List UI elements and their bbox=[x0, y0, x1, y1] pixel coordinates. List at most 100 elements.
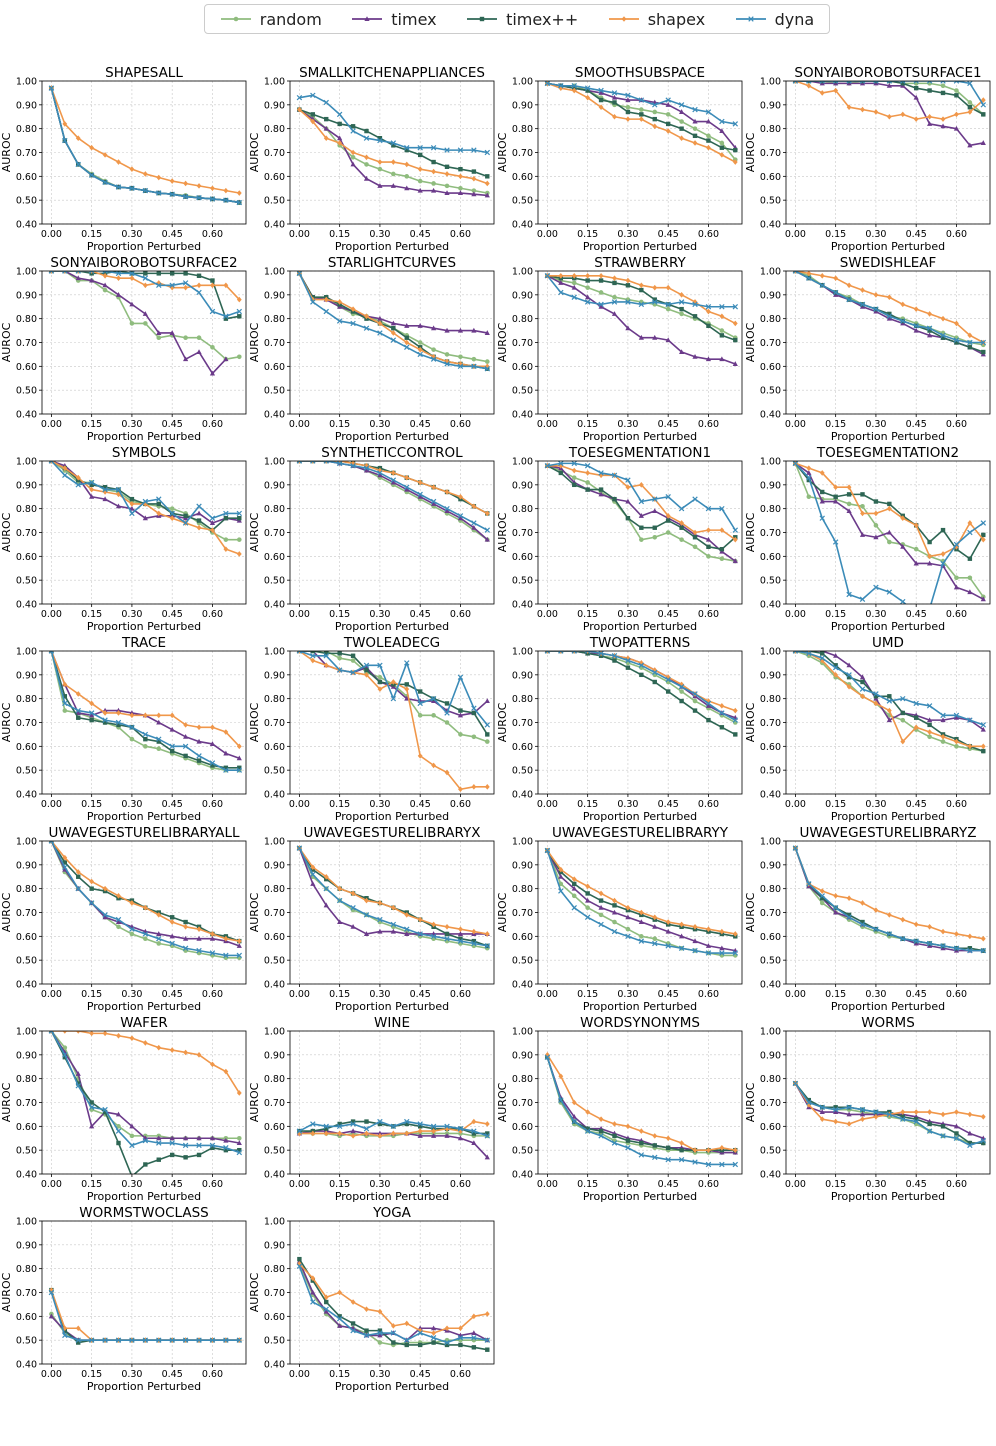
point-dyna bbox=[62, 137, 68, 144]
point-timex bbox=[102, 914, 108, 920]
panel-title: WORMSTWOCLASS bbox=[79, 1205, 208, 1221]
point-shapex bbox=[390, 159, 396, 165]
point-dyna bbox=[732, 1161, 739, 1168]
point-shapex bbox=[732, 320, 738, 327]
point-timex bbox=[913, 94, 919, 100]
point-dyna bbox=[873, 584, 879, 591]
point-dyna bbox=[980, 722, 987, 728]
point-dyna bbox=[310, 871, 316, 878]
point-shapex bbox=[169, 712, 175, 719]
panel-title: TOESEGMENTATION2 bbox=[816, 445, 959, 461]
point-timex++ bbox=[585, 1126, 590, 1131]
point-dyna bbox=[792, 81, 799, 84]
point-dyna bbox=[792, 1080, 799, 1087]
series-line-dyna bbox=[794, 462, 984, 604]
point-dyna bbox=[953, 945, 960, 951]
xtick-label: 0.15 bbox=[81, 229, 102, 240]
point-dyna bbox=[638, 97, 645, 103]
point-timex bbox=[732, 558, 738, 564]
point-dyna bbox=[967, 1142, 973, 1149]
point-timex++ bbox=[820, 651, 825, 656]
point-timex bbox=[980, 140, 986, 145]
xtick-label: 0.60 bbox=[946, 799, 967, 810]
point-timex bbox=[953, 1123, 960, 1129]
point-dyna bbox=[558, 289, 564, 296]
point-random bbox=[819, 900, 825, 906]
point-dyna bbox=[430, 933, 437, 940]
point-timex++ bbox=[237, 314, 242, 319]
legend-swatch bbox=[608, 16, 639, 22]
axes-frame bbox=[289, 650, 495, 795]
point-random bbox=[129, 736, 135, 742]
point-timex++ bbox=[76, 715, 81, 720]
xtick-label: 0.60 bbox=[450, 1179, 471, 1190]
point-timex++ bbox=[860, 81, 865, 84]
point-dyna bbox=[611, 928, 618, 935]
point-shapex bbox=[900, 515, 906, 521]
xtick-label: 0.45 bbox=[162, 1369, 183, 1380]
point-shapex bbox=[223, 1068, 229, 1075]
panel-syntheticcontrol: 0.400.500.600.700.800.901.000.00 0.15 0.30… bbox=[248, 445, 495, 633]
ytick-label: 0.50 bbox=[512, 956, 533, 967]
point-shapex bbox=[62, 465, 68, 471]
x-axis-label: Proportion Perturbed bbox=[87, 240, 201, 253]
x-axis-label: Proportion Perturbed bbox=[831, 1000, 945, 1013]
ytick-label: 0.40 bbox=[264, 980, 285, 991]
point-dyna bbox=[940, 943, 946, 949]
point-dyna bbox=[584, 651, 591, 654]
point-shapex bbox=[967, 743, 973, 750]
series-line-timex bbox=[51, 461, 240, 524]
point-dyna bbox=[806, 881, 812, 887]
point-dyna bbox=[363, 325, 370, 331]
point-timex++ bbox=[639, 525, 644, 530]
panel-title: UWAVEGESTURELIBRARYZ bbox=[799, 825, 976, 841]
point-dyna bbox=[611, 653, 618, 659]
point-shapex bbox=[210, 527, 215, 533]
point-timex++ bbox=[598, 97, 604, 103]
point-timex++ bbox=[364, 1328, 369, 1333]
series-group bbox=[792, 271, 987, 357]
point-timex++ bbox=[223, 765, 229, 770]
point-dyna bbox=[296, 1128, 303, 1134]
point-timex++ bbox=[324, 1126, 329, 1131]
point-shapex bbox=[458, 493, 463, 500]
series-line-timex++ bbox=[299, 651, 488, 735]
point-timex bbox=[431, 1325, 437, 1331]
point-dyna bbox=[457, 1335, 464, 1341]
point-shapex bbox=[886, 505, 892, 512]
point-timex++ bbox=[981, 748, 986, 754]
point-shapex bbox=[719, 152, 725, 158]
point-dyna bbox=[832, 664, 839, 671]
point-dyna bbox=[102, 486, 108, 493]
point-shapex bbox=[196, 724, 202, 731]
point-timex bbox=[571, 284, 577, 290]
point-timex++ bbox=[417, 152, 423, 158]
point-dyna bbox=[471, 1128, 477, 1134]
point-shapex bbox=[706, 926, 711, 932]
point-timex bbox=[363, 175, 370, 181]
ytick-label: 0.70 bbox=[16, 1288, 37, 1299]
point-dyna bbox=[142, 275, 149, 281]
point-random bbox=[625, 104, 631, 110]
x-axis-label: Proportion Perturbed bbox=[335, 240, 449, 253]
ytick-label: 0.70 bbox=[16, 528, 37, 539]
point-dyna bbox=[484, 1337, 491, 1343]
point-shapex bbox=[236, 938, 242, 944]
ytick-label: 0.90 bbox=[264, 1050, 285, 1061]
point-shapex bbox=[62, 121, 68, 127]
point-dyna bbox=[457, 363, 464, 370]
point-timex++ bbox=[625, 665, 631, 670]
point-timex++ bbox=[404, 682, 409, 687]
point-timex bbox=[484, 536, 490, 542]
series-group bbox=[296, 1118, 491, 1160]
ytick-label: 0.80 bbox=[512, 1074, 533, 1085]
point-random bbox=[210, 344, 215, 350]
xtick-label: 0.60 bbox=[202, 1369, 223, 1380]
point-shapex bbox=[900, 301, 906, 308]
x-axis-label: Proportion Perturbed bbox=[583, 810, 697, 823]
point-dyna bbox=[625, 657, 631, 664]
point-timex++ bbox=[350, 1119, 356, 1124]
panel-title: SYNTHETICCONTROL bbox=[321, 445, 463, 461]
point-shapex bbox=[860, 287, 865, 293]
ytick-label: 0.60 bbox=[760, 932, 781, 943]
